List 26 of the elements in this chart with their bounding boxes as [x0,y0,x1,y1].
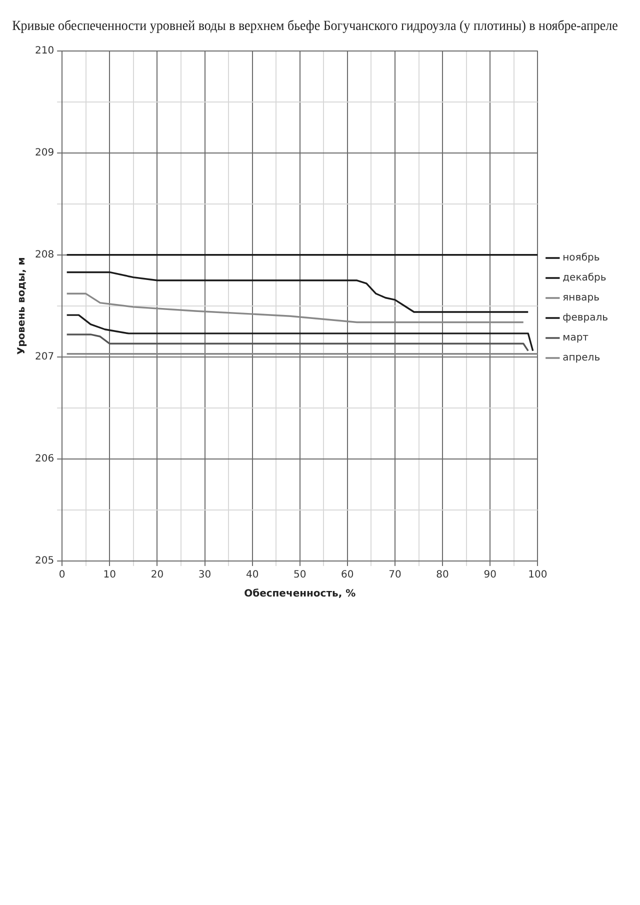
legend-label: март [562,332,589,344]
y-axis-title: Уровень воды, м [16,257,28,355]
chart-title: Кривые обеспеченности уровней воды в верхнем бьефе Богучанского гидроузла (у плотины) в ноябре-апреле [12,18,618,34]
x-tick-label: 20 [150,570,164,581]
x-tick-label: 50 [294,570,306,581]
y-tick-label: 208 [34,249,54,260]
y-tick-label: 209 [34,147,54,158]
x-tick-label: 80 [436,570,449,581]
legend-label: январь [562,292,600,304]
x-tick-label: 40 [246,570,259,581]
y-tick-label: 206 [34,454,54,465]
legend-label: ноябрь [562,252,600,264]
y-tick-label: 207 [34,352,54,363]
x-axis-title: Обеспеченность, % [244,588,356,600]
x-tick-label: 0 [58,570,66,581]
x-tick-label: 60 [341,570,354,581]
legend-label: февраль [562,312,608,324]
x-tick-label: 30 [198,570,212,581]
x-tick-label: 100 [528,570,548,581]
legend-label: апрель [562,352,600,364]
x-tick-label: 70 [388,570,402,581]
legend-label: декабрь [562,272,606,284]
x-tick-label: 90 [484,570,496,581]
y-tick-label: 210 [34,45,54,56]
y-tick-label: 205 [34,556,54,567]
x-tick-label: 10 [103,570,116,581]
